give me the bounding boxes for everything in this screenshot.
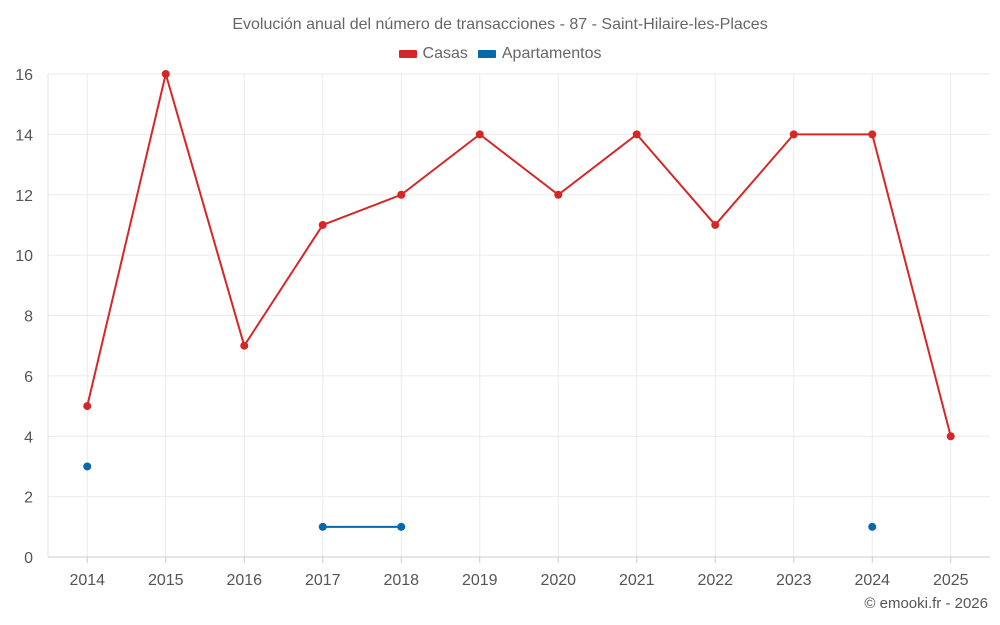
data-point-casas (161, 70, 170, 78)
legend-swatch-casas (398, 50, 417, 58)
x-tick-label: 2024 (854, 572, 890, 589)
x-tick-label: 2016 (226, 572, 262, 589)
y-tick-label: 6 (24, 369, 33, 386)
data-point-apartamentos (83, 462, 92, 471)
y-tick-label: 8 (24, 309, 33, 326)
data-point-casas (554, 190, 563, 199)
x-tick-label: 2022 (697, 572, 733, 589)
legend-swatch-apartamentos (477, 50, 496, 58)
data-point-casas (475, 130, 484, 139)
y-tick-label: 12 (15, 188, 33, 205)
x-tick-label: 2021 (619, 572, 655, 589)
x-tick-label: 2017 (305, 572, 341, 589)
x-tick-label: 2014 (69, 572, 105, 589)
legend-item-casas[interactable]: Casas (398, 45, 468, 63)
data-point-casas (83, 402, 92, 411)
x-tick-label: 2015 (148, 572, 184, 589)
data-point-casas (946, 432, 955, 441)
data-point-apartamentos (397, 522, 406, 531)
data-point-casas (632, 130, 641, 139)
data-point-casas (868, 130, 877, 139)
data-point-apartamentos (868, 522, 877, 531)
x-tick-label: 2023 (776, 572, 812, 589)
x-tick-label: 2019 (462, 572, 498, 589)
x-tick-label: 2020 (540, 572, 576, 589)
y-tick-label: 2 (24, 490, 33, 507)
data-point-apartamentos (318, 522, 327, 531)
data-point-casas (240, 341, 249, 350)
copyright-credit: © emooki.fr - 2026 (864, 595, 988, 612)
series-line-casas (86, 73, 952, 437)
data-point-casas (789, 130, 798, 139)
chart-legend: Casas Apartamentos (0, 45, 1000, 63)
y-tick-label: 4 (24, 429, 33, 446)
data-point-casas (397, 190, 406, 199)
x-tick-label: 2018 (383, 572, 419, 589)
legend-label-casas: Casas (422, 45, 468, 62)
data-point-casas (711, 220, 720, 229)
y-tick-label: 16 (15, 67, 33, 84)
legend-item-apartamentos[interactable]: Apartamentos (477, 45, 602, 63)
y-tick-label: 10 (15, 248, 33, 265)
y-tick-label: 14 (15, 127, 33, 144)
legend-label-apartamentos: Apartamentos (501, 45, 602, 62)
y-tick-label: 0 (24, 550, 33, 567)
x-tick-label: 2025 (933, 572, 969, 589)
data-point-casas (318, 220, 327, 229)
chart-title: Evolución anual del número de transaccio… (232, 16, 768, 33)
